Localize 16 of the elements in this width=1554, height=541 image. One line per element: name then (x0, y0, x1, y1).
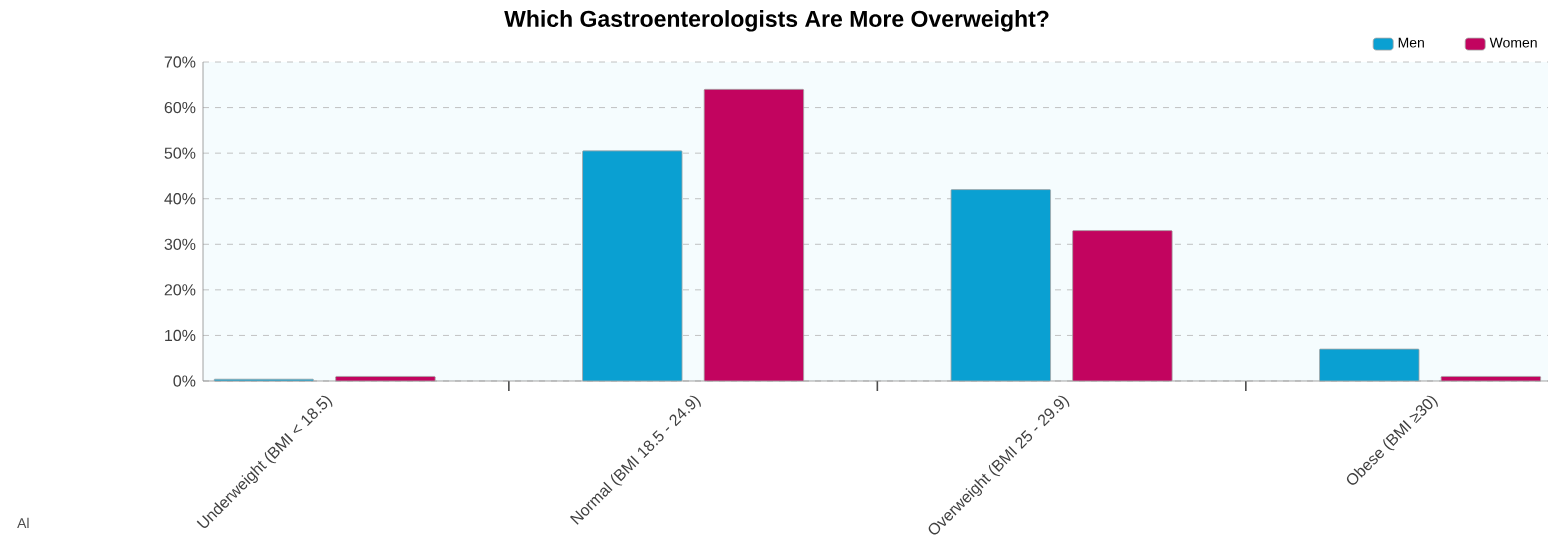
y-tick-label: 0% (173, 375, 196, 387)
bar (1319, 348, 1420, 382)
y-tick-label: 70% (164, 56, 196, 68)
y-tick-label: 40% (164, 193, 196, 205)
y-tick-label: 20% (164, 284, 196, 296)
y-tick-label: 60% (164, 101, 196, 114)
y-tick-label: 50% (164, 147, 196, 159)
bar (335, 376, 436, 382)
legend-label: Women (1489, 37, 1537, 48)
y-tick-label: 10% (165, 329, 196, 342)
legend-label: Men (1398, 37, 1424, 48)
chart-title: Which Gastroenterologists Are More Overweight? (504, 10, 1049, 32)
bar (703, 88, 805, 382)
text: Al (17, 517, 29, 528)
y-tick-label: 30% (164, 238, 196, 250)
bar (1440, 376, 1542, 382)
